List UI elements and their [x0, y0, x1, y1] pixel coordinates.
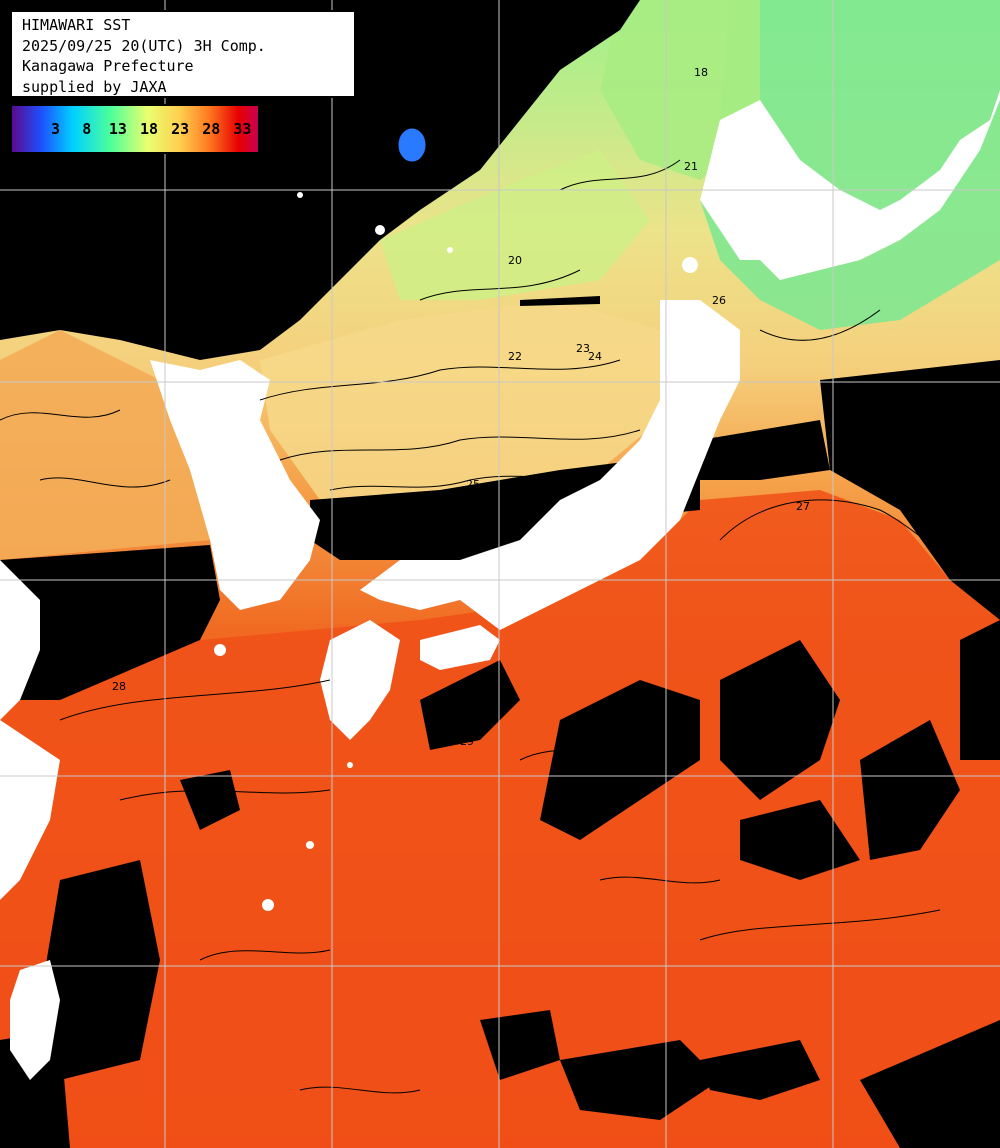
colorbar-label-28: 28: [202, 120, 221, 138]
island-2: [262, 899, 274, 911]
cool-water-japan-sea: [380, 150, 650, 300]
colorbar-label-33: 33: [233, 120, 252, 138]
island-5: [682, 257, 698, 273]
island-3: [347, 762, 353, 768]
colorbar-legend: 3 8 13 18 23 28 33: [10, 104, 260, 154]
island-7: [375, 225, 385, 235]
contour-label-25: 25: [466, 478, 480, 491]
land-masses: [0, 90, 1000, 1080]
info-box: HIMAWARI SST 2025/09/25 20(UTC) 3H Comp.…: [10, 10, 356, 98]
contour-label-30: 30: [760, 1065, 774, 1078]
china-coast: [0, 720, 60, 900]
taiwan: [10, 960, 60, 1080]
map-datetime: 2025/09/25 20(UTC) 3H Comp.: [22, 36, 266, 55]
colorbar-gradient: [12, 106, 258, 152]
contour-label-20: 20: [508, 254, 522, 267]
colorbar-label-3: 3: [51, 120, 61, 138]
contour-label-23: 23: [576, 342, 590, 355]
continent-west: [0, 560, 40, 720]
contour-label-18: 18: [694, 66, 708, 79]
island-6: [297, 192, 303, 198]
island-4: [447, 247, 453, 253]
shikoku: [420, 625, 500, 670]
contour-label-21: 21: [684, 160, 698, 173]
cold-lake: [397, 127, 427, 163]
contour-label-24: 24: [588, 350, 602, 363]
contour-label-27: 27: [796, 500, 810, 513]
contour-label-29: 29: [460, 735, 474, 748]
map-region: Kanagawa Prefecture: [22, 57, 194, 75]
jeju-island: [214, 644, 226, 656]
contour-labels: 18 20 21 22 23 24 25 26 27 28 29 30: [112, 66, 810, 1078]
colorbar-label-18: 18: [139, 120, 159, 138]
colorbar-label-8: 8: [82, 120, 92, 138]
kuroshio-warm: [0, 490, 1000, 1148]
honshu: [360, 300, 740, 630]
island-1: [306, 841, 314, 849]
isotherm-contours: [0, 159, 981, 1094]
orange-band-w: [0, 330, 210, 560]
map-title: HIMAWARI SST: [22, 16, 131, 34]
korea-peninsula: [150, 360, 320, 610]
contour-label-26: 26: [712, 294, 726, 307]
kyushu: [320, 620, 400, 740]
hokkaido: [700, 90, 1000, 280]
contour-label-28: 28: [112, 680, 126, 693]
colorbar-label-23: 23: [171, 120, 190, 138]
colorbar-labels: 3 8 13 18 23 28 33: [12, 106, 258, 152]
colorbar-label-13: 13: [108, 120, 127, 138]
contour-label-22: 22: [508, 350, 522, 363]
map-credit: supplied by JAXA: [22, 77, 167, 96]
